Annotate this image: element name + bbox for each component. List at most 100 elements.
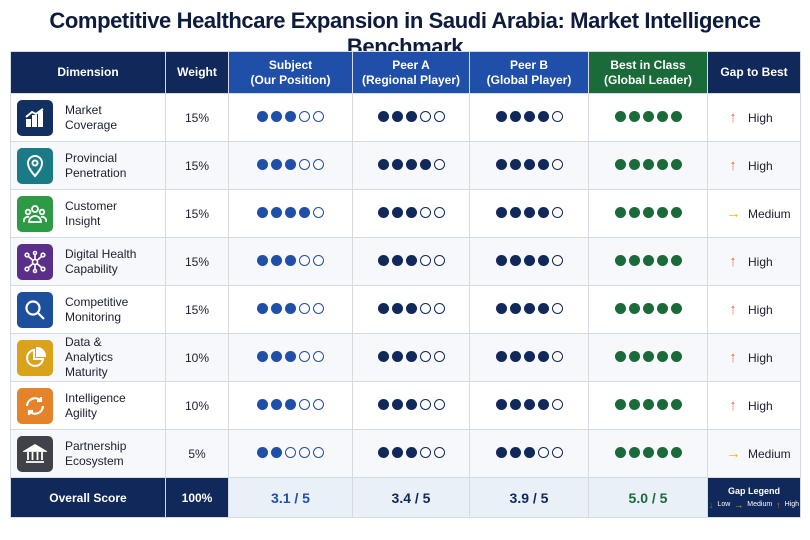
rating-dot-filled — [642, 398, 654, 410]
rating-dot-filled — [285, 254, 296, 266]
rating-dot-filled — [271, 302, 282, 314]
rating-dot-filled — [391, 110, 403, 122]
rating-dot-filled — [642, 302, 654, 314]
rating-dot-filled — [271, 350, 282, 362]
rating-dot-filled — [628, 206, 640, 218]
rating-dot-filled — [523, 302, 535, 314]
dimension-cell: Intelligence Agility — [10, 381, 166, 430]
rating-dot-filled — [285, 206, 296, 218]
rating-dot-filled — [509, 110, 521, 122]
peer-b-rating — [469, 189, 589, 238]
peer-a-rating — [352, 285, 470, 334]
rating-dot-filled — [509, 302, 521, 314]
rating-dot-filled — [257, 206, 268, 218]
gap-cell: ↑ High — [707, 237, 801, 286]
dimension-label: Customer Insight — [65, 198, 118, 228]
rating-dot-empty — [299, 254, 310, 266]
magnifier-icon — [17, 291, 53, 328]
rating-dot-filled — [628, 398, 640, 410]
dimension-cell: Provincial Penetration — [10, 141, 166, 190]
rating-dot-empty — [313, 254, 324, 266]
rating-dot-filled — [495, 110, 507, 122]
arrow-up-icon: ↑ — [776, 499, 781, 510]
rating-dot-filled — [656, 302, 668, 314]
rating-dot-filled — [628, 254, 640, 266]
gap-cell: ↑ High — [707, 333, 801, 382]
gap-label: Medium — [748, 446, 791, 461]
rating-dot-empty — [419, 398, 431, 410]
gap-label: High — [748, 158, 773, 173]
weight-cell: 5% — [165, 429, 229, 478]
table-body: Market Coverage 15% ↑ High Provincial Penetr… — [10, 93, 801, 478]
rating-dot-filled — [257, 350, 268, 362]
rating-dot-filled — [537, 302, 549, 314]
rating-dot-filled — [656, 350, 668, 362]
rating-dot-filled — [285, 110, 296, 122]
rating-dot-filled — [509, 206, 521, 218]
weight-cell: 10% — [165, 333, 229, 382]
bar-chart-icon — [17, 99, 53, 136]
table-row: Customer Insight 15% → Medium — [10, 189, 801, 238]
rating-dot-filled — [523, 398, 535, 410]
rating-dot-filled — [670, 206, 682, 218]
rating-dot-filled — [377, 206, 389, 218]
gap-cell: ↑ High — [707, 381, 801, 430]
dimension-label: Competitive Monitoring — [65, 294, 129, 324]
rating-dot-filled — [670, 398, 682, 410]
subject-header-name: Subject — [268, 57, 313, 72]
arrow-right-icon: → — [734, 499, 744, 510]
rating-dot-empty — [433, 206, 445, 218]
table-row: Competitive Monitoring 15% ↑ High — [10, 285, 801, 334]
network-icon — [17, 243, 53, 280]
best-in-class-header: Best in Class (Global Leader) — [588, 51, 708, 94]
weight-cell: 15% — [165, 285, 229, 334]
rating-dot-filled — [391, 158, 403, 170]
dimension-cell: Partnership Ecosystem — [10, 429, 166, 478]
rating-dot-empty — [551, 110, 563, 122]
rating-dot-empty — [433, 350, 445, 362]
peer-a-overall-score: 3.4 / 5 — [352, 477, 470, 518]
rating-dot-filled — [285, 302, 296, 314]
dimension-header: Dimension — [10, 51, 166, 94]
subject-header: Subject (Our Position) — [228, 51, 353, 94]
peer-a-rating — [352, 381, 470, 430]
best-rating — [588, 285, 708, 334]
peer-a-rating — [352, 93, 470, 142]
subject-rating — [228, 333, 353, 382]
rating-dot-filled — [509, 446, 521, 458]
rating-dot-filled — [405, 254, 417, 266]
rating-dot-empty — [313, 158, 324, 170]
legend-medium: Medium — [747, 501, 773, 508]
rating-dot-filled — [614, 254, 626, 266]
rating-dot-filled — [405, 350, 417, 362]
rating-dot-empty — [551, 398, 563, 410]
rating-dot-filled — [614, 110, 626, 122]
rating-dot-empty — [551, 350, 563, 362]
gap-cell: ↑ High — [707, 93, 801, 142]
rating-dot-filled — [271, 206, 282, 218]
rating-dot-filled — [523, 158, 535, 170]
rating-dot-filled — [670, 110, 682, 122]
rating-dot-empty — [419, 254, 431, 266]
rating-dot-filled — [271, 158, 282, 170]
rating-dot-empty — [419, 110, 431, 122]
rating-dot-filled — [614, 206, 626, 218]
peer-b-rating — [469, 285, 589, 334]
rating-dot-filled — [509, 350, 521, 362]
rating-dot-empty — [551, 446, 563, 458]
best-rating — [588, 381, 708, 430]
rating-dot-filled — [642, 110, 654, 122]
gap-label: High — [748, 302, 773, 317]
rating-dot-filled — [509, 254, 521, 266]
rating-dot-empty — [537, 446, 549, 458]
rating-dot-empty — [313, 398, 324, 410]
subject-rating — [228, 381, 353, 430]
rating-dot-filled — [523, 110, 535, 122]
rating-dot-empty — [433, 254, 445, 266]
arrow-up-icon: ↑ — [729, 301, 737, 318]
gap-header: Gap to Best — [707, 51, 801, 94]
rating-dot-filled — [257, 398, 268, 410]
rating-dot-filled — [670, 302, 682, 314]
rating-dot-empty — [419, 350, 431, 362]
table-row: Partnership Ecosystem 5% → Medium — [10, 429, 801, 478]
